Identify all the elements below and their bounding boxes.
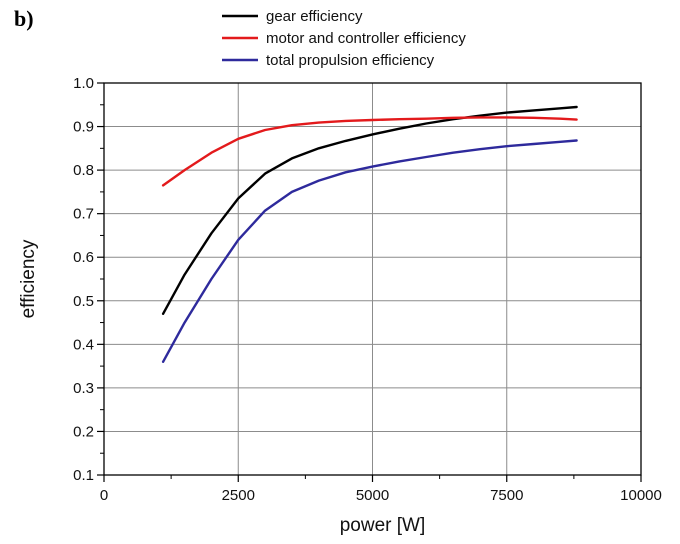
panel-label: b) <box>14 6 34 31</box>
x-tick-label: 5000 <box>356 487 389 504</box>
series-line-total-propulsion-efficiency <box>161 139 578 363</box>
y-tick-label: 0.2 <box>73 423 94 440</box>
y-tick-label: 0.4 <box>73 336 94 353</box>
y-tick-label: 0.6 <box>73 249 94 266</box>
legend-label: total propulsion efficiency <box>266 52 435 69</box>
y-tick-label: 1.0 <box>73 75 94 92</box>
y-tick-label: 0.9 <box>73 119 94 136</box>
series-line-motor-and-controller-efficiency <box>161 116 578 187</box>
x-tick-label: 10000 <box>620 487 662 504</box>
x-axis-title: power [W] <box>340 515 426 536</box>
y-tick-label: 0.3 <box>73 380 94 397</box>
x-tick-label: 2500 <box>222 487 255 504</box>
x-tick-label: 7500 <box>490 487 523 504</box>
plot-frame <box>103 82 642 476</box>
x-tick-label: 0 <box>100 487 108 504</box>
legend-label: gear efficiency <box>266 8 363 25</box>
y-tick-label: 0.7 <box>73 206 94 223</box>
y-axis-title: efficiency <box>18 239 39 318</box>
y-tick-label: 0.8 <box>73 162 94 179</box>
series-line-gear-efficiency <box>161 105 578 315</box>
y-tick-label: 0.1 <box>73 467 94 484</box>
legend-label: motor and controller efficiency <box>266 30 466 47</box>
y-tick-label: 0.5 <box>73 293 94 310</box>
